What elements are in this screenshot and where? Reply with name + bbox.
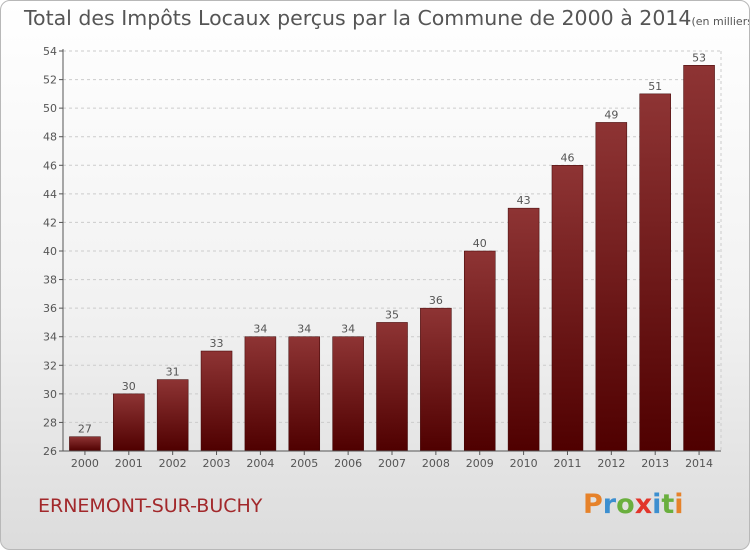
bar: [551, 165, 584, 452]
proxiti-logo: Proxiti: [583, 489, 684, 520]
data-label: 35: [385, 308, 399, 321]
y-tick-label: 48: [43, 131, 57, 144]
logo-letter: o: [616, 489, 635, 520]
logo-letter: r: [602, 489, 617, 520]
y-tick-label: 40: [43, 245, 57, 258]
y-tick-label: 46: [43, 159, 57, 172]
logo-letter: i: [652, 489, 662, 520]
x-tick-label: 2003: [203, 457, 231, 470]
y-tick-label: 30: [43, 388, 57, 401]
chart-title-unit: (en milliers d'€): [691, 15, 750, 28]
bar: [200, 350, 233, 452]
data-labels: 27 30 31 33 34 34 34 35 36 40 43 46 49 51 53: [78, 51, 706, 435]
data-label: 51: [648, 80, 662, 93]
x-tick-labels: 2000 2001 2002 2003 2004 2005 2006 2007 2008 2009…: [71, 451, 713, 470]
logo-letter: t: [661, 489, 675, 520]
x-tick-label: 2014: [685, 457, 713, 470]
chart-title-text: Total des Impôts Locaux perçus par la Co…: [24, 6, 692, 30]
y-tick-label: 26: [43, 445, 57, 458]
x-tick-label: 2013: [641, 457, 669, 470]
data-label: 53: [692, 51, 706, 64]
x-tick-label: 2008: [422, 457, 450, 470]
bar: [156, 379, 189, 452]
bar: [288, 336, 321, 452]
x-tick-label: 2001: [115, 457, 143, 470]
y-tick-label: 52: [43, 74, 57, 87]
bar: [376, 322, 408, 452]
x-tick-label: 2009: [466, 457, 494, 470]
bars: [69, 65, 715, 452]
bar: [683, 65, 715, 452]
y-tick-label: 38: [43, 274, 57, 287]
data-label: 40: [473, 237, 487, 250]
data-label: 46: [560, 151, 574, 164]
bar: [595, 122, 628, 452]
logo-letter: i: [674, 489, 684, 520]
x-tick-label: 2004: [246, 457, 274, 470]
x-tick-label: 2010: [510, 457, 538, 470]
chart-title: Total des Impôts Locaux perçus par la Co…: [24, 6, 750, 30]
data-label: 34: [341, 323, 355, 336]
bar: [332, 336, 364, 452]
data-label: 43: [517, 194, 531, 207]
x-tick-label: 2005: [290, 457, 318, 470]
commune-name: ERNEMONT-SUR-BUCHY: [38, 495, 263, 517]
data-label: 36: [429, 294, 443, 307]
bar: [507, 207, 540, 452]
data-label: 33: [210, 337, 224, 350]
logo-letter: P: [583, 489, 603, 520]
y-tick-label: 54: [43, 45, 57, 58]
data-label: 34: [253, 323, 267, 336]
bar: [244, 336, 277, 452]
x-tick-label: 2011: [553, 457, 581, 470]
y-tick-label: 50: [43, 102, 57, 115]
bar: [113, 393, 145, 452]
y-tick-labels: 26 28 30 32 34 36 38 40 42 44 46 48 50 52 54: [43, 45, 63, 458]
y-tick-label: 32: [43, 359, 57, 372]
bar: [69, 436, 101, 452]
data-label: 34: [297, 323, 311, 336]
y-tick-label: 34: [43, 331, 57, 344]
data-label: 49: [604, 108, 618, 121]
data-label: 31: [166, 366, 180, 379]
bar: [420, 307, 452, 452]
x-tick-label: 2000: [71, 457, 99, 470]
x-tick-label: 2012: [597, 457, 625, 470]
data-label: 27: [78, 423, 92, 436]
logo-letter: x: [634, 489, 653, 520]
y-tick-label: 28: [43, 416, 57, 429]
x-tick-label: 2007: [378, 457, 406, 470]
bar: [463, 250, 496, 452]
bar: [639, 93, 671, 452]
x-tick-label: 2006: [334, 457, 362, 470]
y-tick-label: 44: [43, 188, 57, 201]
y-tick-label: 36: [43, 302, 57, 315]
data-label: 30: [122, 380, 136, 393]
y-tick-label: 42: [43, 216, 57, 229]
x-tick-label: 2002: [159, 457, 187, 470]
